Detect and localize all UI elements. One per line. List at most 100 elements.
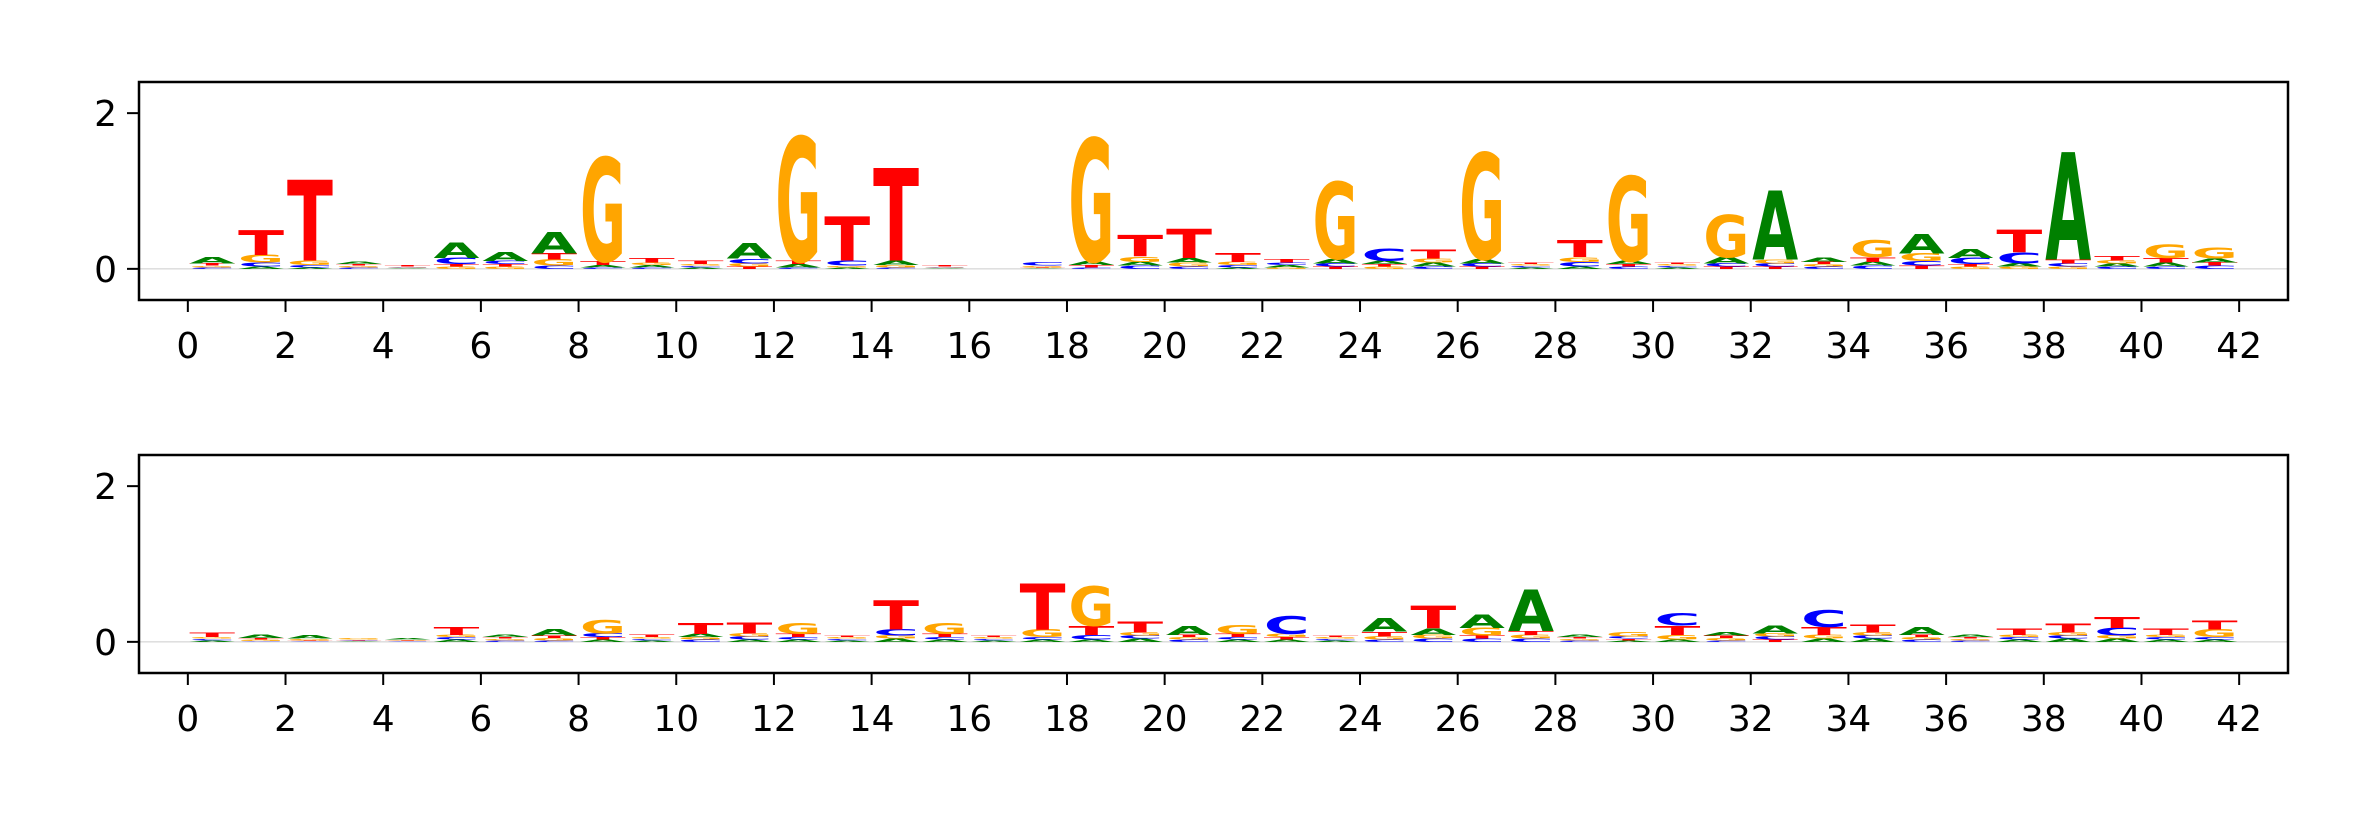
logo-letter-G: G [629, 262, 675, 266]
logo-letter-G: G [1361, 266, 1407, 270]
logo-letter-C: C [1068, 267, 1114, 269]
logo-letter-C: C [922, 637, 968, 641]
logo-letter-C: C [1020, 262, 1066, 267]
logo-letter-G: G [1557, 256, 1603, 263]
logo-letter-A: A [775, 639, 822, 643]
logo-letter-T: T [1410, 600, 1456, 637]
logo-letter-C: C [385, 267, 431, 268]
logo-letter-C: C [1606, 266, 1652, 270]
logo-letter-A: A [2094, 263, 2141, 268]
logo-letter-A: A [1996, 263, 2043, 268]
logo-letter-A: A [727, 639, 774, 643]
logo-letter-T: T [1361, 631, 1407, 638]
logo-letter-G: G [873, 635, 919, 640]
logo-letter-T: T [1606, 638, 1653, 640]
logo-letter-T: T [531, 635, 578, 639]
logo-letter-A: A [922, 639, 969, 643]
logo-letter-C: C [2192, 637, 2238, 641]
logo-letter-T: T [1117, 619, 1163, 636]
logo-letter-T: T [1459, 266, 1506, 270]
logo-letter-G: G [727, 633, 773, 638]
logo-letter-G: G [727, 263, 773, 268]
logo-letter-A: A [287, 635, 334, 640]
logo-letter-A: A [1801, 256, 1847, 263]
logo-letter-T: T [385, 639, 432, 640]
logo-letter-T: T [1459, 635, 1506, 640]
logo-letter-A: A [1117, 261, 1163, 267]
logo-letter-C: C [1703, 263, 1749, 268]
logo-letter-A: A [1899, 625, 1945, 637]
logo-letter-G: G [1996, 266, 2042, 270]
logo-letter-C: C [1801, 606, 1847, 633]
logo-letter-G: G [434, 634, 480, 638]
logo-letter-C: C [1410, 638, 1456, 643]
logo-letter-C: C [1996, 250, 2042, 267]
x-tick-label: 24 [1337, 326, 1383, 367]
logo-letter-G: G [2094, 635, 2140, 640]
logo-letter-C: C [1410, 266, 1456, 270]
logo-letter-T: T [1068, 264, 1115, 268]
logo-letter-A: A [824, 267, 871, 269]
logo-letter-G: G [922, 620, 968, 637]
logo-letter-A: A [336, 261, 383, 265]
logo-letter-A: A [238, 634, 285, 639]
logo-letter-G: G [531, 637, 577, 641]
logo-letter-T: T [1508, 262, 1555, 264]
logo-letter-G: G [2045, 632, 2091, 637]
logo-letter-A: A [775, 263, 822, 268]
logo-letter-C: C [287, 641, 333, 642]
logo-letter-C: C [238, 262, 284, 268]
logo-letter-C: C [1557, 640, 1603, 642]
x-tick-label: 32 [1728, 326, 1774, 367]
logo-letter-C: C [678, 265, 724, 267]
logo-letter-A: A [678, 633, 725, 638]
logo-letter-A: A [482, 634, 529, 638]
logo-letter-T: T [434, 264, 481, 268]
logo-letter-T: T [1996, 627, 2042, 637]
logo-letter-C: C [1166, 639, 1212, 643]
logo-letter-C: C [1850, 635, 1896, 640]
logo-letter-A: A [2045, 124, 2091, 295]
logo-letter-G: G [1117, 255, 1163, 263]
logo-letter-A: A [1752, 172, 1798, 282]
logo-letter-G: G [1948, 638, 1994, 640]
logo-letter-T: T [1264, 637, 1311, 641]
y-tick-label: 0 [94, 623, 117, 664]
logo-letter-C: C [1508, 638, 1554, 643]
logo-letter-G: G [1606, 155, 1652, 289]
logo-letter-T: T [2192, 262, 2239, 267]
logo-letter-C: C [1313, 638, 1359, 640]
logo-letter-T: T [727, 266, 774, 270]
logo-letter-G: G [1459, 124, 1505, 293]
logo-letter-A: A [1166, 257, 1212, 264]
x-tick-label: 38 [2021, 699, 2067, 740]
logo-letter-T: T [2045, 621, 2091, 636]
logo-letter-C: C [2143, 266, 2189, 270]
logo-letter-G: G [1264, 267, 1310, 269]
logo-letter-T: T [1361, 264, 1408, 268]
logo-letter-A: A [1264, 639, 1311, 643]
logo-letter-G: G [678, 637, 724, 641]
logo-letter-T: T [1606, 264, 1653, 268]
logo-letter-A: A [1215, 267, 1262, 269]
logo-letter-T: T [1166, 222, 1212, 268]
logo-letter-T: T [336, 639, 383, 640]
logo-letter-G: G [1508, 634, 1554, 640]
logo-letter-A: A [385, 638, 432, 640]
logo-letter-T: T [2143, 257, 2189, 264]
logo-letters: ACGTCGTACTGAACTGCGTAACGTCGTACGTAATCGACGT… [189, 571, 2238, 645]
logo-letter-A: A [1508, 267, 1555, 269]
logo-letter-C: C [1068, 634, 1114, 641]
logo-letter-C: C [775, 267, 821, 269]
x-tick-label: 20 [1142, 699, 1188, 740]
logo-letter-A: A [1752, 624, 1798, 636]
logo-letter-T: T [2143, 627, 2189, 637]
logo-letter-G: G [1899, 637, 1945, 641]
logo-letter-C: C [1752, 636, 1798, 641]
logo-letter-T: T [2045, 259, 2092, 265]
logo-letter-A: A [385, 268, 432, 269]
logo-letter-A: A [727, 240, 774, 264]
logo-letter-C: C [824, 259, 870, 268]
logo-letter-A: A [1850, 638, 1897, 643]
